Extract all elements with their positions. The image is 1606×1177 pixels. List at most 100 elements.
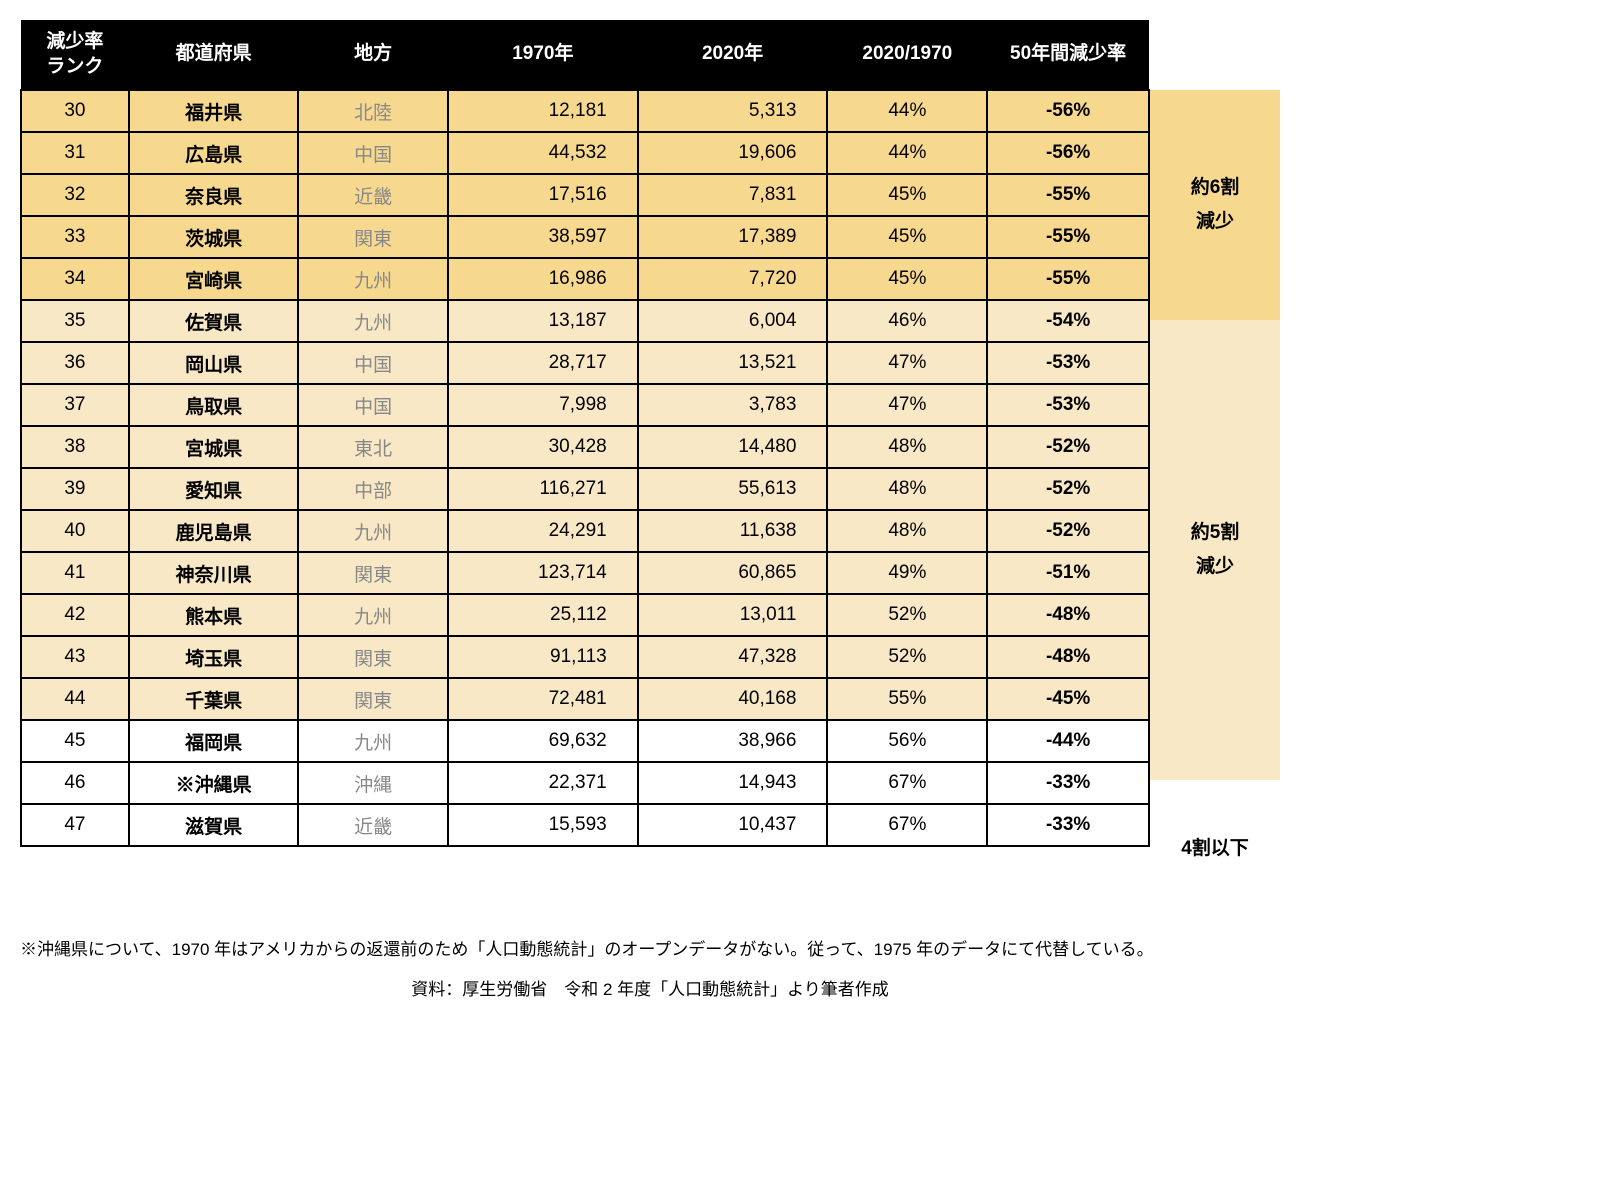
cell-y2020: 13,521 bbox=[638, 342, 828, 384]
cell-pref: 宮城県 bbox=[129, 426, 299, 468]
side-group-labels: 約6割減少約5割減少4割以下 bbox=[1150, 20, 1280, 918]
cell-rate: -55% bbox=[987, 174, 1149, 216]
cell-region: 関東 bbox=[298, 636, 448, 678]
cell-rank: 32 bbox=[21, 174, 129, 216]
cell-y1970: 15,593 bbox=[448, 804, 638, 846]
table-row: 40鹿児島県九州24,29111,63848%-52% bbox=[21, 510, 1149, 552]
cell-region: 九州 bbox=[298, 258, 448, 300]
cell-region: 北陸 bbox=[298, 90, 448, 132]
cell-ratio: 45% bbox=[827, 258, 987, 300]
prefecture-decline-table: 減少率ランク都道府県地方1970年2020年2020/197050年間減少率 3… bbox=[20, 20, 1150, 847]
table-row: 43埼玉県関東91,11347,32852%-48% bbox=[21, 636, 1149, 678]
cell-rate: -44% bbox=[987, 720, 1149, 762]
cell-rank: 39 bbox=[21, 468, 129, 510]
cell-y1970: 22,371 bbox=[448, 762, 638, 804]
cell-pref: ※沖縄県 bbox=[129, 762, 299, 804]
cell-ratio: 47% bbox=[827, 384, 987, 426]
cell-y1970: 28,717 bbox=[448, 342, 638, 384]
cell-ratio: 55% bbox=[827, 678, 987, 720]
table-row: 34宮崎県九州16,9867,72045%-55% bbox=[21, 258, 1149, 300]
cell-rate: -51% bbox=[987, 552, 1149, 594]
cell-y1970: 7,998 bbox=[448, 384, 638, 426]
cell-region: 中国 bbox=[298, 342, 448, 384]
cell-pref: 愛知県 bbox=[129, 468, 299, 510]
cell-y1970: 91,113 bbox=[448, 636, 638, 678]
cell-y1970: 30,428 bbox=[448, 426, 638, 468]
cell-rank: 34 bbox=[21, 258, 129, 300]
cell-y1970: 16,986 bbox=[448, 258, 638, 300]
cell-region: 九州 bbox=[298, 720, 448, 762]
cell-pref: 滋賀県 bbox=[129, 804, 299, 846]
cell-y2020: 13,011 bbox=[638, 594, 828, 636]
cell-region: 近畿 bbox=[298, 804, 448, 846]
cell-rank: 33 bbox=[21, 216, 129, 258]
source-text: 資料：厚生労働省 令和 2 年度「人口動態統計」より筆者作成 bbox=[20, 975, 1150, 1000]
table-row: 30福井県北陸12,1815,31344%-56% bbox=[21, 90, 1149, 132]
cell-pref: 佐賀県 bbox=[129, 300, 299, 342]
cell-ratio: 56% bbox=[827, 720, 987, 762]
cell-ratio: 67% bbox=[827, 804, 987, 846]
cell-pref: 奈良県 bbox=[129, 174, 299, 216]
cell-pref: 福岡県 bbox=[129, 720, 299, 762]
cell-pref: 神奈川県 bbox=[129, 552, 299, 594]
cell-pref: 埼玉県 bbox=[129, 636, 299, 678]
column-header-6: 50年間減少率 bbox=[987, 20, 1149, 90]
cell-pref: 千葉県 bbox=[129, 678, 299, 720]
cell-y2020: 10,437 bbox=[638, 804, 828, 846]
cell-rank: 35 bbox=[21, 300, 129, 342]
cell-ratio: 45% bbox=[827, 216, 987, 258]
cell-rank: 45 bbox=[21, 720, 129, 762]
cell-rate: -48% bbox=[987, 594, 1149, 636]
cell-rank: 47 bbox=[21, 804, 129, 846]
cell-rate: -56% bbox=[987, 90, 1149, 132]
cell-y2020: 11,638 bbox=[638, 510, 828, 552]
cell-region: 関東 bbox=[298, 552, 448, 594]
cell-y2020: 19,606 bbox=[638, 132, 828, 174]
side-group-label-2: 4割以下 bbox=[1150, 780, 1280, 918]
cell-rank: 30 bbox=[21, 90, 129, 132]
table-row: 45福岡県九州69,63238,96656%-44% bbox=[21, 720, 1149, 762]
cell-ratio: 49% bbox=[827, 552, 987, 594]
cell-rank: 41 bbox=[21, 552, 129, 594]
cell-y1970: 25,112 bbox=[448, 594, 638, 636]
cell-pref: 福井県 bbox=[129, 90, 299, 132]
table-row: 36岡山県中国28,71713,52147%-53% bbox=[21, 342, 1149, 384]
cell-rate: -45% bbox=[987, 678, 1149, 720]
table-header: 減少率ランク都道府県地方1970年2020年2020/197050年間減少率 bbox=[21, 20, 1149, 90]
cell-rate: -52% bbox=[987, 510, 1149, 552]
cell-region: 中国 bbox=[298, 132, 448, 174]
cell-rate: -55% bbox=[987, 258, 1149, 300]
table-row: 47滋賀県近畿15,59310,43767%-33% bbox=[21, 804, 1149, 846]
cell-y2020: 14,943 bbox=[638, 762, 828, 804]
cell-y2020: 17,389 bbox=[638, 216, 828, 258]
cell-y2020: 6,004 bbox=[638, 300, 828, 342]
cell-rank: 31 bbox=[21, 132, 129, 174]
column-header-1: 都道府県 bbox=[129, 20, 299, 90]
cell-ratio: 48% bbox=[827, 468, 987, 510]
footnote-text: ※沖縄県について、1970 年はアメリカからの返還前のため「人口動態統計」のオー… bbox=[20, 936, 1280, 963]
cell-rank: 46 bbox=[21, 762, 129, 804]
cell-ratio: 48% bbox=[827, 510, 987, 552]
column-header-0: 減少率ランク bbox=[21, 20, 129, 90]
cell-y2020: 60,865 bbox=[638, 552, 828, 594]
cell-y2020: 47,328 bbox=[638, 636, 828, 678]
cell-ratio: 48% bbox=[827, 426, 987, 468]
cell-rank: 38 bbox=[21, 426, 129, 468]
cell-ratio: 44% bbox=[827, 132, 987, 174]
table-body: 30福井県北陸12,1815,31344%-56%31広島県中国44,53219… bbox=[21, 90, 1149, 846]
cell-ratio: 45% bbox=[827, 174, 987, 216]
cell-rank: 40 bbox=[21, 510, 129, 552]
cell-rate: -55% bbox=[987, 216, 1149, 258]
cell-y1970: 72,481 bbox=[448, 678, 638, 720]
table-row: 44千葉県関東72,48140,16855%-45% bbox=[21, 678, 1149, 720]
cell-region: 関東 bbox=[298, 216, 448, 258]
cell-y1970: 12,181 bbox=[448, 90, 638, 132]
cell-pref: 広島県 bbox=[129, 132, 299, 174]
column-header-3: 1970年 bbox=[448, 20, 638, 90]
cell-rate: -56% bbox=[987, 132, 1149, 174]
cell-ratio: 67% bbox=[827, 762, 987, 804]
cell-rate: -53% bbox=[987, 342, 1149, 384]
cell-rate: -52% bbox=[987, 426, 1149, 468]
table-row: 33茨城県関東38,59717,38945%-55% bbox=[21, 216, 1149, 258]
table-row: 35佐賀県九州13,1876,00446%-54% bbox=[21, 300, 1149, 342]
